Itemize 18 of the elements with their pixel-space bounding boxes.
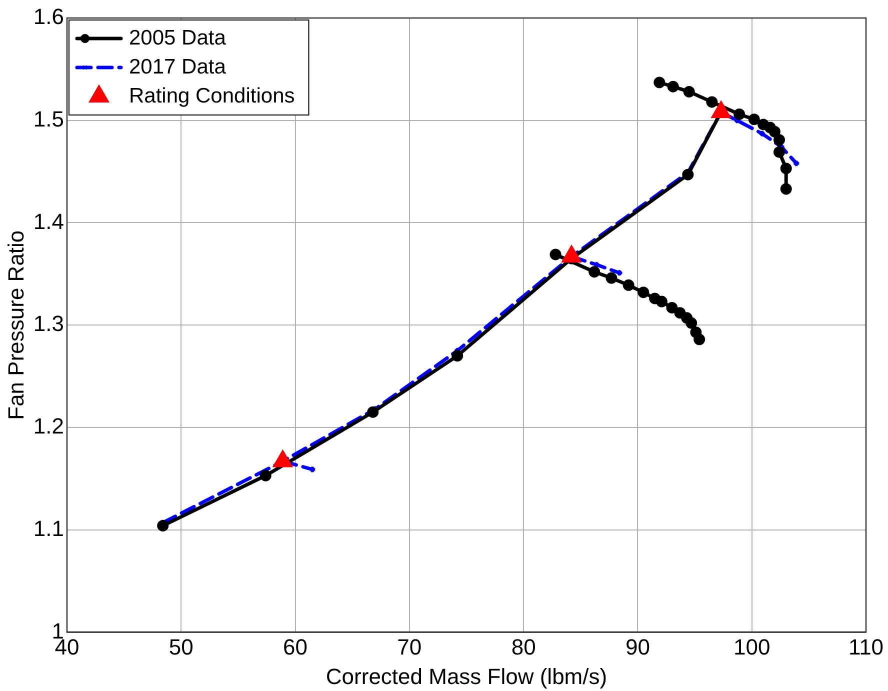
x-tick-label: 110	[848, 634, 884, 660]
legend-label: Rating Conditions	[128, 84, 295, 108]
x-axis-title: Corrected Mass Flow (lbm/s)	[326, 664, 608, 689]
x-tick-label: 50	[168, 634, 194, 660]
y-tick-label: 1.4	[33, 208, 64, 234]
y-tick-label: 1.5	[33, 106, 64, 132]
x-tick-label: 90	[625, 634, 650, 660]
y-tick-label: 1.3	[33, 311, 64, 336]
x-tick-label: 60	[283, 634, 308, 660]
y-tick-label: 1.6	[33, 4, 64, 30]
x-tick-label: 70	[397, 634, 422, 660]
y-tick-label: 1.1	[33, 516, 64, 541]
x-tick-label: 100	[733, 634, 770, 660]
y-tick-label: 1.2	[33, 414, 64, 439]
legend-label: 2017 Data	[128, 55, 226, 78]
x-tick-label: 80	[511, 634, 536, 660]
legend-label: 2005 Data	[128, 26, 226, 50]
y-axis-title: Fan Pressure Ratio	[3, 230, 28, 420]
